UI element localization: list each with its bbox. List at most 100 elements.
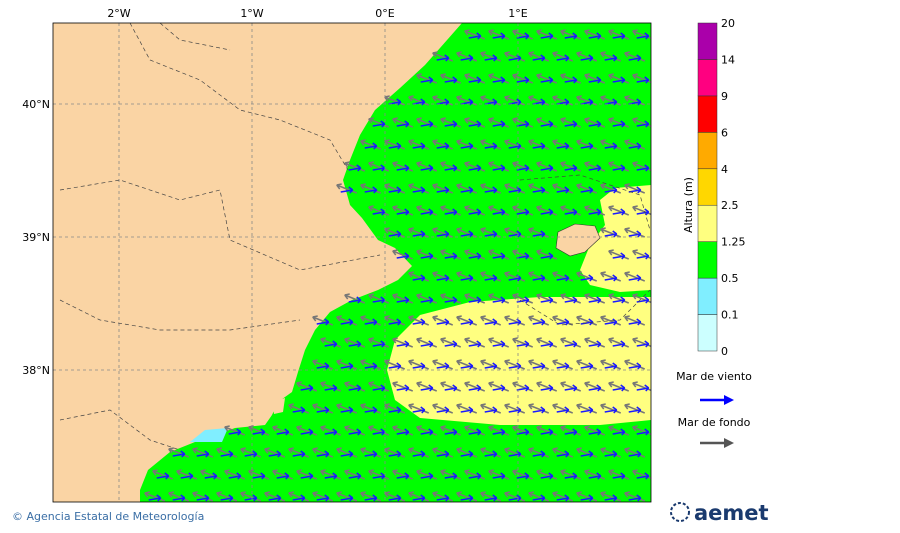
wind-arrow <box>420 167 433 171</box>
swell-head <box>384 403 390 410</box>
swell-head <box>536 425 542 432</box>
swell-head <box>488 117 494 124</box>
swell-head <box>416 73 422 80</box>
swell-head <box>552 51 558 58</box>
swell-head <box>488 205 494 212</box>
swell-head <box>288 447 294 454</box>
swell-arrow <box>344 426 366 436</box>
swell-head <box>488 469 494 476</box>
wind-arrow <box>484 57 497 61</box>
swell-arrow <box>536 30 558 40</box>
wind-head <box>420 318 426 326</box>
wind-arrow <box>532 365 545 369</box>
wind-arrow <box>348 299 361 303</box>
wind-arrow <box>508 321 521 325</box>
swell-arrow <box>536 206 558 216</box>
wind-arrow <box>316 321 329 325</box>
swell-head <box>416 337 422 344</box>
swell-head <box>480 139 486 146</box>
swell-head <box>360 139 366 146</box>
wind-head <box>300 494 306 502</box>
wind-arrow <box>612 299 625 303</box>
swell-head <box>608 469 614 476</box>
swell-arrow <box>360 448 382 458</box>
swell-arrow <box>288 448 310 458</box>
wind-arrow <box>556 57 569 61</box>
swell-head <box>440 249 446 256</box>
swell-head <box>480 51 486 58</box>
swell-head <box>432 403 438 410</box>
wind-head <box>492 406 498 414</box>
swell-arrow <box>416 338 438 348</box>
wind-head <box>500 208 506 216</box>
swell-head <box>584 205 590 212</box>
swell-head <box>600 51 606 58</box>
swell-head <box>464 425 470 432</box>
swell-arrow <box>456 228 478 238</box>
wind-arrow <box>484 189 497 193</box>
swell-head <box>480 183 486 190</box>
swell-arrow <box>264 492 286 502</box>
swell-arrow <box>504 272 526 282</box>
wind-head <box>500 296 506 304</box>
swell-arrow <box>464 30 486 40</box>
wind-head <box>588 450 594 458</box>
wind-arrow <box>636 123 649 127</box>
wind-head <box>476 428 482 436</box>
swell-arrow <box>456 448 478 458</box>
wind-arrow <box>156 475 169 479</box>
swell-head <box>312 359 318 366</box>
wind-head <box>620 252 626 260</box>
swell-arrow <box>624 404 646 414</box>
wind-arrow <box>316 453 329 457</box>
swell-head <box>624 403 630 410</box>
swell-head <box>512 469 518 476</box>
swell-arrow <box>608 206 630 216</box>
swell-head <box>320 469 326 476</box>
wind-head <box>420 450 426 458</box>
wind-arrow <box>508 365 521 369</box>
wind-arrow <box>612 343 625 347</box>
swell-head <box>432 227 438 234</box>
swell-arrow <box>528 52 550 62</box>
wind-arrow <box>420 343 433 347</box>
swell-arrow <box>536 470 558 480</box>
wind-arrow <box>516 35 529 39</box>
wind-head <box>596 296 602 304</box>
wind-head <box>588 274 594 282</box>
logo: aemet <box>670 501 769 525</box>
swell-head <box>336 491 342 498</box>
wind-arrow <box>460 189 473 193</box>
swell-arrow <box>464 470 486 480</box>
wind-arrow <box>628 145 641 149</box>
wind-arrow <box>628 321 641 325</box>
wind-head <box>372 494 378 502</box>
swell-arrow <box>224 470 246 480</box>
swell-head <box>456 227 462 234</box>
swell-arrow <box>608 74 630 84</box>
swell-head <box>552 403 558 410</box>
wind-arrow <box>564 431 577 435</box>
swell-head <box>600 403 606 410</box>
swell-head <box>432 139 438 146</box>
wind-arrow <box>412 189 425 193</box>
wind-head <box>444 54 450 62</box>
swell-arrow <box>336 184 358 194</box>
swell-arrow <box>632 338 651 348</box>
wind-head <box>524 428 530 436</box>
swell-head <box>584 425 590 432</box>
swell-arrow <box>360 492 382 502</box>
swell-head <box>408 447 414 454</box>
wind-arrow <box>420 475 433 479</box>
swell-head <box>240 491 246 498</box>
wind-arrow <box>492 123 505 127</box>
swell-head <box>584 161 590 168</box>
wind-arrow <box>412 321 425 325</box>
swell-head <box>392 161 398 168</box>
swell-head <box>416 381 422 388</box>
swell-arrow <box>392 382 414 392</box>
swell-head <box>440 425 446 432</box>
wind-arrow <box>292 409 305 413</box>
swell-head <box>632 425 638 432</box>
lon-label: 1°E <box>508 7 527 20</box>
